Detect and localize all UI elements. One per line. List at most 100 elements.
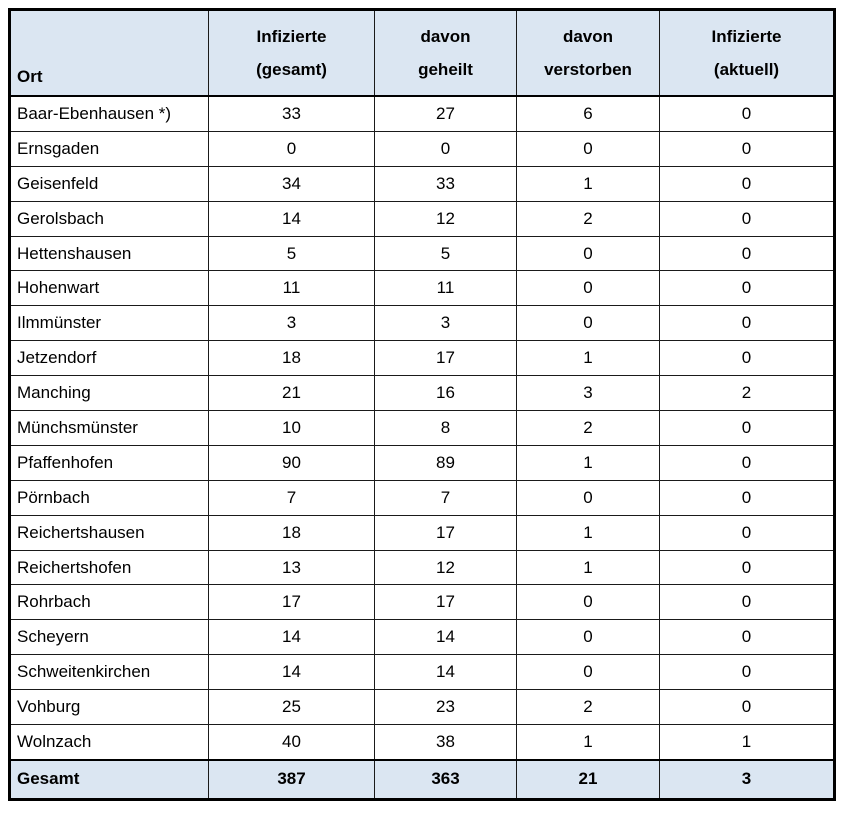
table-row: Wolnzach 40 38 1 1 — [9, 724, 835, 761]
cell-value: 3 — [516, 375, 660, 412]
cell-value: 23 — [374, 689, 517, 726]
cell-value: 14 — [374, 654, 517, 691]
cell-value: 17 — [208, 584, 375, 621]
cell-value: 0 — [516, 654, 660, 691]
cell-value: 0 — [516, 619, 660, 656]
cell-value: 14 — [208, 200, 375, 237]
cell-value: 0 — [659, 410, 835, 446]
cell-ort: Hohenwart — [9, 270, 209, 307]
cell-value: 1 — [516, 514, 660, 551]
cell-value: 2 — [516, 410, 660, 446]
total-davon-verstorben: 21 — [516, 758, 660, 800]
cell-value: 25 — [208, 689, 375, 726]
cell-value: 0 — [659, 619, 835, 656]
header-line-1: Infizierte — [711, 26, 782, 46]
header-line-2: (aktuell) — [713, 60, 780, 79]
total-davon-geheilt: 363 — [374, 758, 517, 800]
cell-value: 14 — [374, 619, 517, 656]
cell-ort: Rohrbach — [9, 584, 209, 621]
cell-value: 40 — [208, 724, 375, 761]
cell-value: 17 — [374, 340, 517, 377]
table-row: Gerolsbach 14 12 2 0 — [9, 200, 835, 237]
header-line-2: (gesamt) — [256, 60, 327, 79]
cell-value: 0 — [516, 584, 660, 621]
total-infizierte-aktuell: 3 — [659, 758, 835, 800]
header-line-1: Infizierte — [256, 26, 327, 46]
table-row: Scheyern 14 14 0 0 — [9, 619, 835, 656]
cell-value: 12 — [374, 200, 517, 237]
cell-value: 2 — [516, 200, 660, 237]
cell-value: 3 — [208, 305, 375, 342]
cell-value: 11 — [374, 270, 517, 307]
cell-ort: Scheyern — [9, 619, 209, 656]
cell-value: 0 — [659, 549, 835, 586]
cell-value: 0 — [516, 479, 660, 516]
cell-value: 8 — [374, 410, 517, 446]
total-infizierte-gesamt: 387 — [208, 758, 375, 800]
cell-value: 17 — [374, 514, 517, 551]
cell-ort: Wolnzach — [9, 724, 209, 761]
column-header-infizierte-gesamt: Infizierte (gesamt) — [208, 9, 375, 97]
cell-value: 6 — [516, 95, 660, 132]
cell-value: 3 — [374, 305, 517, 342]
cell-value: 11 — [208, 270, 375, 307]
cell-value: 10 — [208, 410, 375, 446]
table-row: Rohrbach 17 17 0 0 — [9, 584, 835, 621]
cell-value: 0 — [374, 130, 517, 167]
header-row: Ort Infizierte (gesamt) davon geheilt da… — [9, 9, 835, 97]
cell-ort: Gerolsbach — [9, 200, 209, 237]
cell-value: 2 — [516, 689, 660, 726]
cell-ort: Ilmmünster — [9, 305, 209, 342]
column-header-infizierte-aktuell: Infizierte (aktuell) — [659, 9, 835, 97]
table-row: Vohburg 25 23 2 0 — [9, 689, 835, 726]
table-row: Reichertshofen 13 12 1 0 — [9, 549, 835, 586]
infection-statistics-table: Ort Infizierte (gesamt) davon geheilt da… — [8, 8, 836, 801]
cell-value: 12 — [374, 549, 517, 586]
cell-ort: Reichertshofen — [9, 549, 209, 586]
cell-value: 7 — [374, 479, 517, 516]
cell-ort: Schweitenkirchen — [9, 654, 209, 691]
cell-value: 1 — [659, 724, 835, 761]
cell-value: 1 — [516, 724, 660, 761]
cell-ort: Münchsmünster — [9, 410, 209, 446]
cell-ort: Reichertshausen — [9, 514, 209, 551]
cell-value: 33 — [374, 165, 517, 202]
table-row: Ilmmünster 3 3 0 0 — [9, 305, 835, 342]
cell-ort: Hettenshausen — [9, 235, 209, 272]
header-line-1: davon — [420, 26, 471, 46]
table-row: Pörnbach 7 7 0 0 — [9, 479, 835, 516]
cell-value: 0 — [516, 130, 660, 167]
table-row: Hohenwart 11 11 0 0 — [9, 270, 835, 307]
table-row: Manching 21 16 3 2 — [9, 375, 835, 412]
cell-value: 1 — [516, 340, 660, 377]
cell-value: 5 — [208, 235, 375, 272]
column-header-davon-verstorben: davon verstorben — [516, 9, 660, 97]
cell-value: 14 — [208, 654, 375, 691]
cell-value: 0 — [659, 444, 835, 481]
table-body: Baar-Ebenhausen *) 33 27 6 0 Ernsgaden 0 0 0 0 Gei… — [9, 95, 835, 761]
cell-value: 34 — [208, 165, 375, 202]
cell-value: 0 — [659, 305, 835, 342]
table-row: Hettenshausen 5 5 0 0 — [9, 235, 835, 272]
cell-value: 27 — [374, 95, 517, 132]
table-row: Baar-Ebenhausen *) 33 27 6 0 — [9, 95, 835, 132]
cell-value: 1 — [516, 549, 660, 586]
cell-value: 0 — [659, 479, 835, 516]
cell-value: 16 — [374, 375, 517, 412]
cell-value: 17 — [374, 584, 517, 621]
table-row: Schweitenkirchen 14 14 0 0 — [9, 654, 835, 691]
cell-value: 7 — [208, 479, 375, 516]
cell-value: 1 — [516, 165, 660, 202]
cell-value: 5 — [374, 235, 517, 272]
cell-value: 90 — [208, 444, 375, 481]
cell-value: 14 — [208, 619, 375, 656]
cell-value: 33 — [208, 95, 375, 132]
cell-value: 18 — [208, 340, 375, 377]
cell-ort: Geisenfeld — [9, 165, 209, 202]
cell-ort: Manching — [9, 375, 209, 412]
cell-ort: Vohburg — [9, 689, 209, 726]
cell-value: 0 — [659, 95, 835, 132]
cell-value: 1 — [516, 444, 660, 481]
total-row: Gesamt 387 363 21 3 — [9, 758, 835, 800]
cell-ort: Pfaffenhofen — [9, 444, 209, 481]
